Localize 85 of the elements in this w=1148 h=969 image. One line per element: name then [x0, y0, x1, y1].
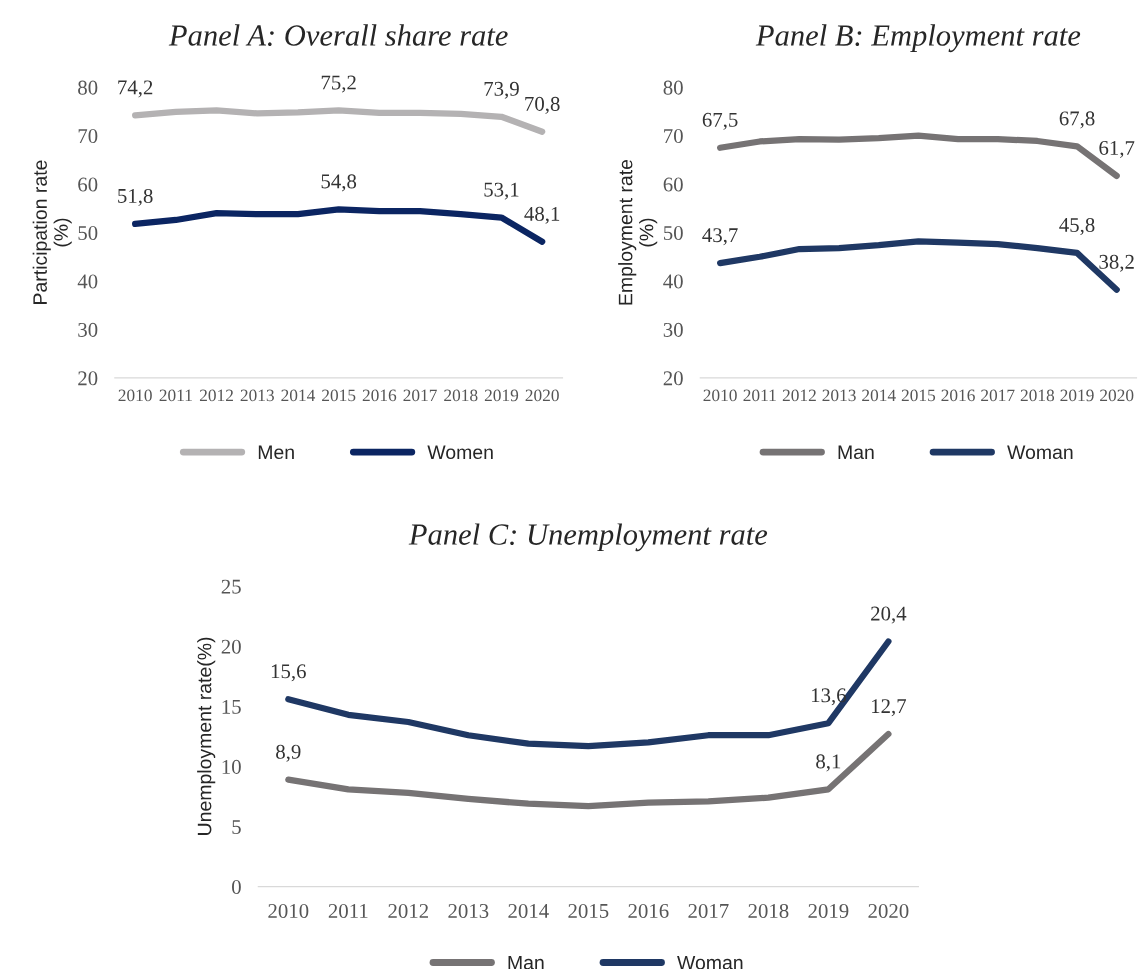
x-tick-label: 2011 [328, 903, 368, 918]
data-label: 75,2 [321, 75, 356, 93]
data-label: 38,2 [1099, 254, 1134, 272]
x-tick-label: 2019 [484, 389, 519, 402]
y-tick-label: 20 [663, 371, 683, 386]
x-tick-label: 2013 [822, 389, 856, 402]
chart-title: Panel A: Overall share rate [168, 24, 508, 46]
data-label: 43,7 [702, 228, 738, 246]
x-tick-label: 2017 [688, 903, 729, 918]
x-tick-label: 2013 [240, 389, 274, 402]
x-tick-label: 2014 [508, 903, 549, 918]
y-tick-label: 50 [663, 225, 683, 240]
data-label: 45,8 [1059, 217, 1095, 236]
data-label: 73,9 [484, 81, 519, 99]
y-tick-label: 80 [663, 80, 683, 95]
y-tick-label: 20 [78, 371, 98, 386]
x-tick-label: 2018 [444, 389, 478, 402]
x-tick-label: 2012 [199, 389, 233, 402]
x-tick-label: 2015 [568, 903, 609, 918]
y-tick-label: 25 [221, 579, 241, 594]
x-tick-label: 2020 [1100, 389, 1134, 402]
y-axis-title: Participation rate (%) [32, 160, 72, 304]
x-tick-label: 2012 [388, 903, 429, 918]
chart-title: Panel C: Unemployment rate [408, 523, 768, 552]
data-label: 20,4 [871, 606, 907, 624]
x-tick-label: 2010 [268, 903, 309, 918]
y-tick-label: 40 [77, 274, 98, 289]
y-tick-label: 70 [78, 129, 98, 144]
y-tick-label: 80 [78, 80, 98, 95]
x-tick-label: 2015 [901, 389, 936, 402]
x-tick-label: 2014 [862, 389, 896, 402]
legend-label: Woman [1007, 445, 1073, 460]
y-axis-title: Unemployment rate(%) [197, 637, 216, 835]
y-tick-label: 40 [663, 274, 683, 289]
legend-label: Man [508, 955, 544, 969]
data-label: 8,9 [276, 744, 301, 762]
legend-label: Women [427, 445, 493, 460]
legend-label: Men [258, 445, 294, 460]
x-tick-label: 2019 [808, 903, 849, 918]
data-label: 61,7 [1099, 140, 1135, 158]
x-tick-label: 2010 [118, 389, 152, 402]
x-tick-label: 2016 [941, 389, 975, 402]
data-label: 74,2 [118, 80, 153, 98]
x-tick-label: 2020 [525, 389, 559, 402]
data-label: 48,1 [524, 206, 560, 224]
chart-title: Panel B: Employment rate [755, 24, 1081, 53]
x-tick-label: 2014 [281, 389, 316, 402]
data-label: 15,6 [271, 664, 306, 682]
data-label: 53,1 [484, 182, 519, 200]
x-tick-label: 2011 [743, 389, 776, 402]
data-label: 13,6 [811, 688, 846, 706]
data-label: 51,8 [118, 188, 153, 206]
x-tick-label: 2015 [322, 389, 356, 402]
x-tick-label: 2018 [748, 903, 789, 918]
y-tick-label: 10 [222, 759, 241, 774]
y-tick-label: 15 [222, 699, 241, 714]
legend-label: Woman [677, 955, 743, 969]
y-tick-label: 0 [232, 880, 241, 895]
y-tick-label: 30 [78, 322, 98, 337]
y-tick-label: 20 [221, 639, 241, 654]
x-tick-label: 2020 [868, 903, 909, 918]
data-label: 8,1 [816, 754, 841, 772]
x-tick-label: 2017 [403, 389, 437, 402]
data-label: 54,8 [321, 174, 357, 192]
y-tick-label: 30 [663, 322, 683, 337]
data-label: 67,8 [1059, 111, 1095, 129]
x-tick-label: 2019 [1060, 389, 1094, 402]
y-tick-label: 60 [663, 177, 683, 192]
y-tick-label: 5 [232, 820, 241, 834]
x-tick-label: 2012 [782, 389, 816, 402]
x-tick-label: 2010 [703, 389, 737, 402]
x-tick-label: 2013 [448, 903, 489, 918]
x-tick-label: 2016 [362, 389, 397, 402]
data-label: 12,7 [872, 699, 907, 717]
x-tick-label: 2016 [628, 903, 669, 918]
data-label: 67,5 [702, 112, 738, 130]
y-axis-title: Employment rate (%) [618, 159, 658, 305]
x-tick-label: 2017 [981, 389, 1015, 402]
x-tick-label: 2018 [1020, 389, 1055, 402]
x-tick-label: 2011 [159, 389, 192, 402]
legend-label: Man [838, 445, 874, 460]
data-label: 70,8 [525, 96, 560, 114]
y-tick-label: 60 [78, 177, 98, 192]
y-tick-label: 70 [664, 129, 683, 144]
y-tick-label: 50 [78, 225, 98, 240]
